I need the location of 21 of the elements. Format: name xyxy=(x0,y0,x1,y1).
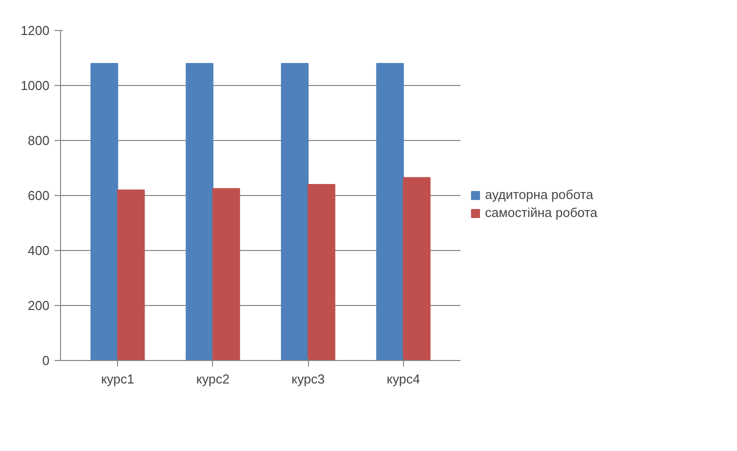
x-tick-label: курс2 xyxy=(196,372,230,386)
legend-label: самостійна робота xyxy=(485,205,598,220)
bar xyxy=(308,184,336,360)
y-tick-label: 400 xyxy=(28,243,50,258)
y-tick-label: 200 xyxy=(28,298,50,313)
x-tick-label: курс3 xyxy=(292,372,325,386)
y-tick-label: 1000 xyxy=(20,78,50,93)
x-tick-label: курс1 xyxy=(101,372,134,386)
bar xyxy=(186,63,214,360)
bar xyxy=(376,63,404,360)
y-tick-label: 800 xyxy=(28,133,50,148)
bar xyxy=(117,190,145,360)
bar xyxy=(402,177,431,360)
y-tick-label: 600 xyxy=(28,188,50,203)
bar xyxy=(212,188,240,360)
y-tick-label: 0 xyxy=(42,353,50,368)
bar xyxy=(90,63,118,360)
legend-label: аудиторна робота xyxy=(485,187,594,202)
y-tick-label: 1200 xyxy=(20,23,50,38)
x-tick-label: курс4 xyxy=(386,372,420,386)
bar xyxy=(280,63,309,360)
